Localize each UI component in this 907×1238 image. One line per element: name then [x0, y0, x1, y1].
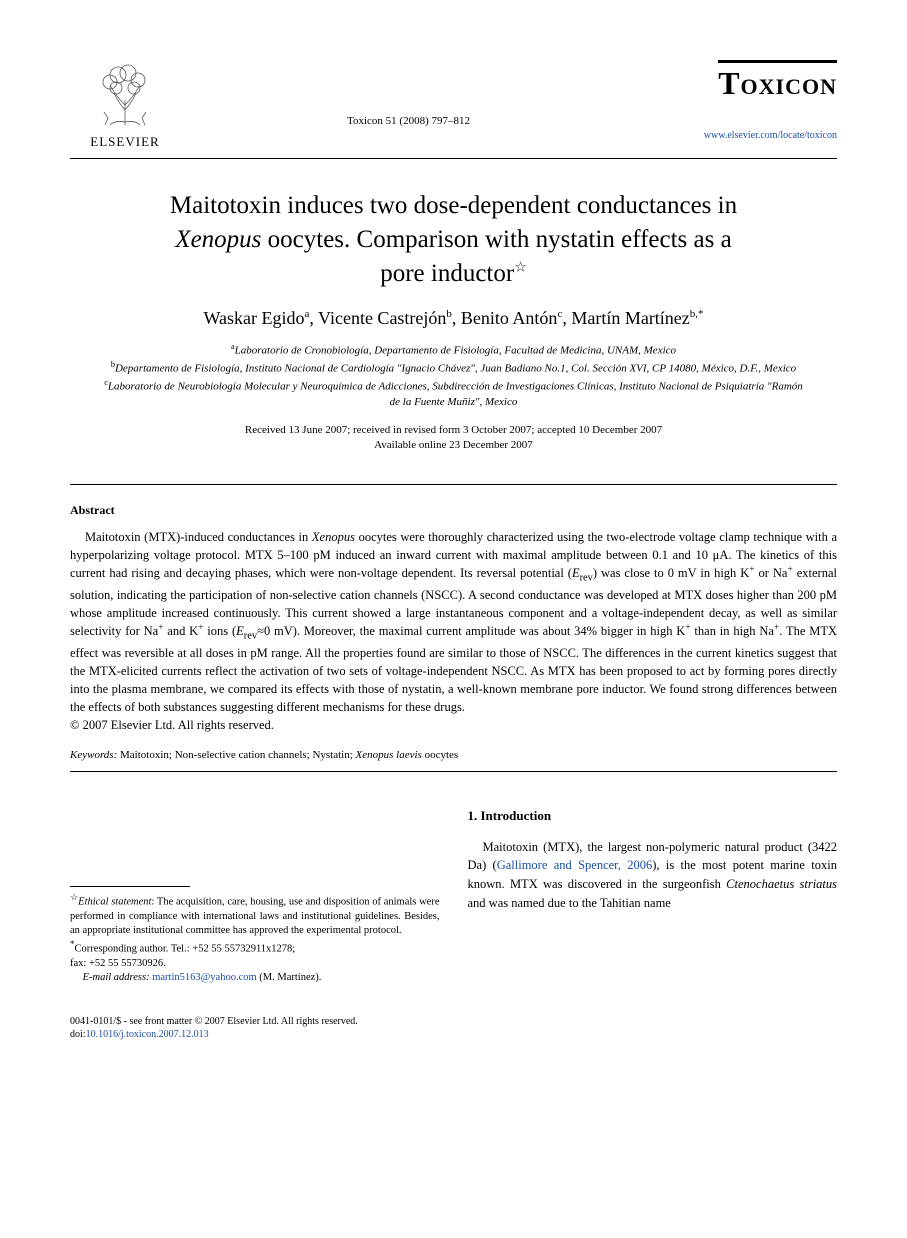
- right-column: 1. Introduction Maitotoxin (MTX), the la…: [468, 806, 838, 985]
- author-2: Vicente Castrejón: [318, 308, 446, 328]
- citation-block: Toxicon 51 (2008) 797–812: [180, 60, 637, 127]
- affiliations: aLaboratorio de Cronobiología, Departame…: [100, 341, 807, 411]
- author-list: Waskar Egidoa, Vicente Castrejónb, Benit…: [70, 308, 837, 329]
- author-4-aff: b,: [690, 308, 698, 320]
- journal-url[interactable]: www.elsevier.com/locate/toxicon: [637, 130, 837, 141]
- author-2-aff: b: [446, 308, 452, 320]
- intro-paragraph: Maitotoxin (MTX), the largest non-polyme…: [468, 838, 838, 913]
- keywords: Keywords: Maitotoxin; Non-selective cati…: [70, 749, 837, 761]
- title-line1: Maitotoxin induces two dose-dependent co…: [170, 192, 737, 219]
- intro-species: Ctenochaetus striatus: [726, 877, 837, 891]
- publisher-logo-block: ELSEVIER: [70, 60, 180, 150]
- title-italic: Xenopus: [175, 226, 261, 253]
- two-column-body: ☆Ethical statement: The acquisition, car…: [70, 806, 837, 985]
- dates-online: Available online 23 December 2007: [374, 439, 533, 451]
- intro-citation[interactable]: Gallimore and Spencer, 2006: [497, 858, 653, 872]
- author-1: Waskar Egido: [203, 308, 304, 328]
- title-footnote-star: ☆: [514, 260, 527, 275]
- abstract-top-rule: [70, 484, 837, 485]
- author-3-aff: c: [557, 308, 562, 320]
- journal-block: Toxicon www.elsevier.com/locate/toxicon: [637, 60, 837, 141]
- page-footer: 0041-0101/$ - see front matter © 2007 El…: [70, 1015, 837, 1041]
- keywords-label: Keywords:: [70, 749, 117, 761]
- journal-title: Toxicon: [718, 60, 837, 102]
- abstract-section: Abstract Maitotoxin (MTX)-induced conduc…: [70, 503, 837, 734]
- footer-front-matter: 0041-0101/$ - see front matter © 2007 El…: [70, 1016, 358, 1027]
- left-column: ☆Ethical statement: The acquisition, car…: [70, 806, 440, 985]
- article-title: Maitotoxin induces two dose-dependent co…: [90, 189, 817, 290]
- keywords-body: Maitotoxin; Non-selective cation channel…: [117, 749, 458, 761]
- page-header: ELSEVIER Toxicon 51 (2008) 797–812 Toxic…: [70, 60, 837, 150]
- title-line3: pore inductor: [380, 260, 514, 287]
- corresponding-author: Corresponding author. Tel.: +52 55 55732…: [75, 944, 296, 955]
- doi-label: doi:: [70, 1029, 86, 1040]
- email-label: E-mail address:: [83, 972, 150, 983]
- article-dates: Received 13 June 2007; received in revis…: [70, 423, 837, 454]
- author-4-corr: *: [698, 308, 704, 320]
- intro-text-3: and was named due to the Tahitian name: [468, 896, 671, 910]
- doi-link[interactable]: 10.1016/j.toxicon.2007.12.013: [86, 1029, 209, 1040]
- corresponding-fax: fax: +52 55 55730926.: [70, 958, 166, 969]
- affiliation-c: Laboratorio de Neurobiología Molecular y…: [108, 381, 803, 408]
- abstract-heading: Abstract: [70, 503, 837, 518]
- footnote-star-icon: ☆: [70, 892, 78, 902]
- header-rule: [70, 158, 837, 159]
- ethical-label: Ethical statement: [78, 897, 151, 908]
- affiliation-a: Laboratorio de Cronobiología, Departamen…: [235, 345, 676, 357]
- email-person: (M. Martínez).: [257, 972, 322, 983]
- intro-heading: 1. Introduction: [468, 806, 838, 826]
- dates-received: Received 13 June 2007; received in revis…: [245, 424, 662, 436]
- elsevier-tree-icon: [90, 60, 160, 130]
- author-4: Martín Martínez: [571, 308, 689, 328]
- title-line2: oocytes. Comparison with nystatin effect…: [261, 226, 731, 253]
- affiliation-b: Departamento de Fisiología, Instituto Na…: [115, 363, 796, 375]
- abstract-body: Maitotoxin (MTX)-induced conductances in…: [70, 528, 837, 717]
- citation-text: Toxicon 51 (2008) 797–812: [180, 115, 637, 127]
- copyright-line: © 2007 Elsevier Ltd. All rights reserved…: [70, 718, 837, 733]
- email-address[interactable]: martin5163@yahoo.com: [152, 972, 256, 983]
- author-3: Benito Antón: [461, 308, 558, 328]
- abstract-bottom-rule: [70, 771, 837, 772]
- footnote-block: ☆Ethical statement: The acquisition, car…: [70, 891, 440, 985]
- footnote-rule: [70, 886, 190, 887]
- publisher-name: ELSEVIER: [90, 134, 159, 150]
- author-1-aff: a: [304, 308, 309, 320]
